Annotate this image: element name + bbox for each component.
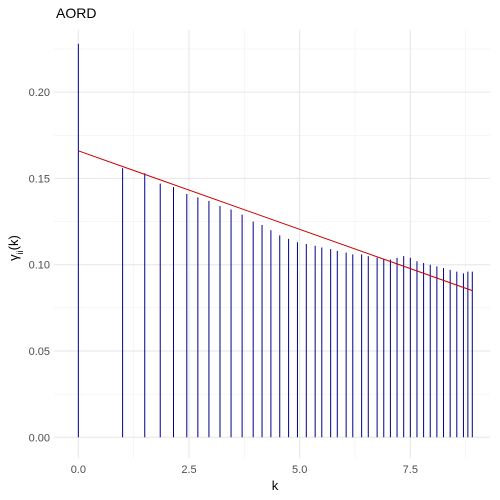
trend-series [78,150,473,292]
chart-title: AORD [56,5,96,21]
y-tick-label: 0.05 [29,346,50,358]
y-tick-label: 0.10 [29,260,50,272]
trend-line [78,150,473,292]
x-tick-label: 2.5 [181,464,196,476]
y-tick-label: 0.15 [29,173,50,185]
grid [54,30,490,458]
x-tick-label: 0.0 [71,464,86,476]
x-axis-ticks: 0.0 2.5 5.0 7.5 [71,464,418,476]
x-axis-label: k [272,478,279,493]
x-tick-label: 7.5 [403,464,418,476]
x-tick-label: 5.0 [292,464,307,476]
stem-series [77,43,473,438]
y-tick-label: 0.20 [29,87,50,99]
y-axis-label-suffix: (k) [6,235,21,250]
y-axis-ticks: 0.00 0.05 0.10 0.15 0.20 [29,87,50,444]
y-tick-label: 0.00 [29,432,50,444]
y-axis-label: γii(k) [6,235,25,261]
y-axis-label-main: γ [6,254,21,261]
y-axis-label-sub: ii [15,250,25,254]
